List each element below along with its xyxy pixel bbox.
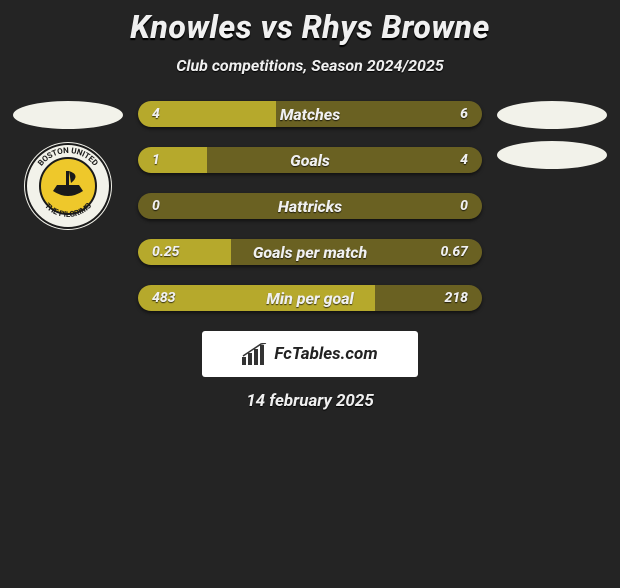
left-blank-pill-1	[13, 101, 123, 129]
left-player-col: BOSTON UNITEDTHE PILGRIMS	[8, 89, 128, 237]
brand-text: FcTables.com	[274, 344, 377, 364]
stat-label: Min per goal	[138, 285, 482, 311]
stat-label: Matches	[138, 101, 482, 127]
stat-row-hattricks: 00Hattricks	[138, 193, 482, 219]
stat-bars: 46Matches 14Goals 00Hattricks 0.250.67Goals…	[138, 101, 482, 311]
stat-row-min-per-goal: 483218Min per goal	[138, 285, 482, 311]
left-club-badge: BOSTON UNITEDTHE PILGRIMS	[23, 141, 113, 231]
subtitle: Club competitions, Season 2024/2025	[0, 56, 620, 75]
right-player-col	[492, 89, 612, 181]
stat-label: Goals	[138, 147, 482, 173]
stat-row-goals-per-match: 0.250.67Goals per match	[138, 239, 482, 265]
stat-label: Hattricks	[138, 193, 482, 219]
comparison-container: BOSTON UNITEDTHE PILGRIMS 46Matches 14Goa…	[0, 101, 620, 377]
right-blank-pill-2	[497, 141, 607, 169]
page-title: Knowles vs Rhys Browne	[0, 8, 620, 46]
brand-logo: FcTables.com	[202, 331, 418, 377]
stat-row-goals: 14Goals	[138, 147, 482, 173]
brand-chart-icon	[242, 343, 268, 365]
stat-label: Goals per match	[138, 239, 482, 265]
stat-row-matches: 46Matches	[138, 101, 482, 127]
right-blank-pill-1	[497, 101, 607, 129]
date-label: 14 february 2025	[0, 391, 620, 411]
